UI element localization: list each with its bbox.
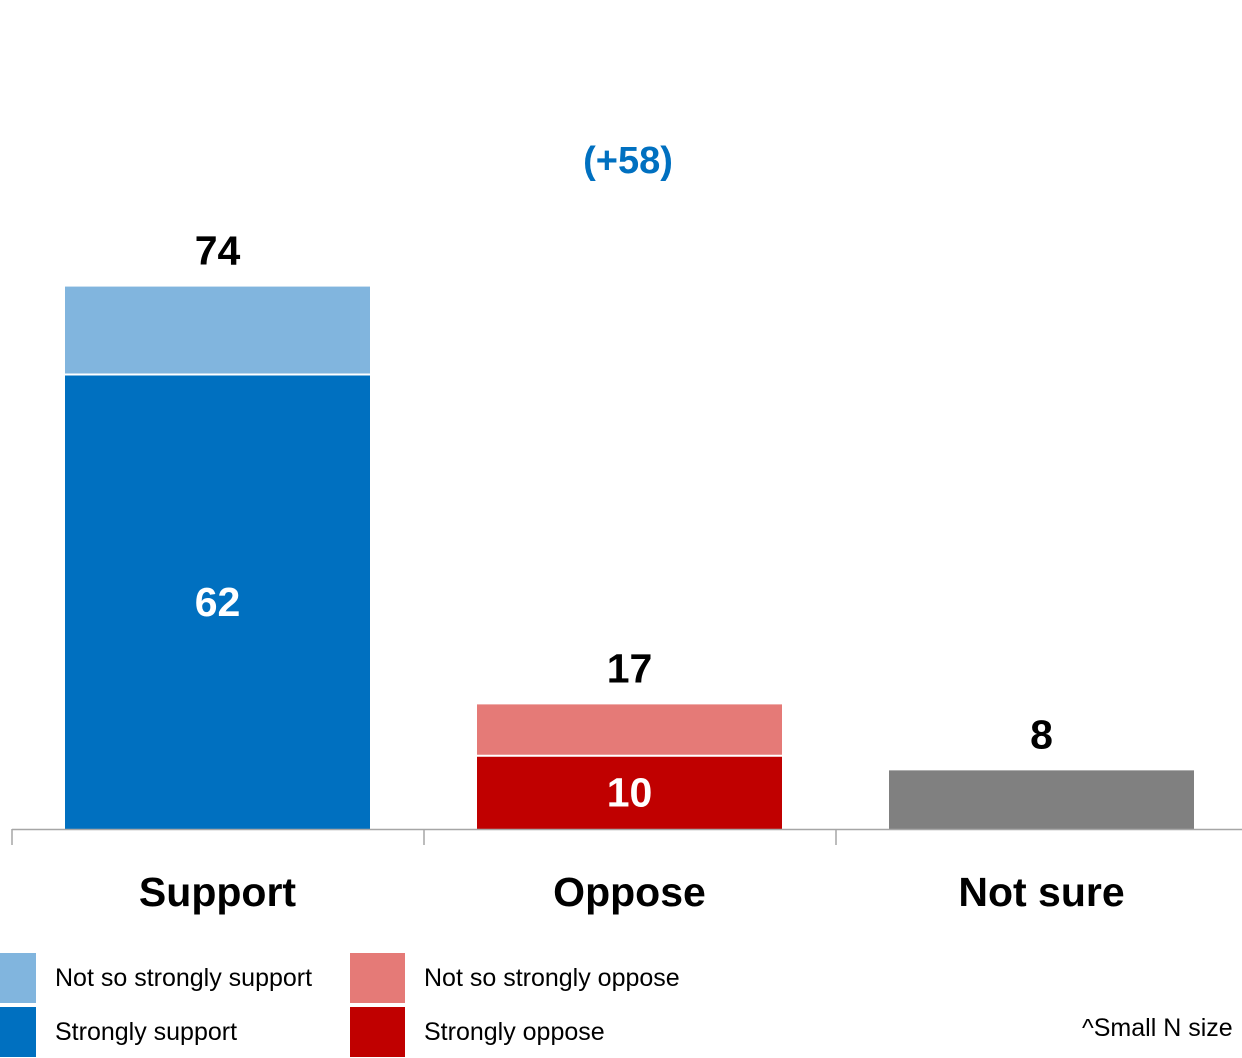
legend-item-not-so-strongly-support: Not so strongly support bbox=[0, 952, 312, 1004]
legend-swatch bbox=[350, 1007, 405, 1057]
net-label: (+58) bbox=[583, 140, 673, 182]
bar-not-so-strong-0 bbox=[65, 286, 370, 375]
bar-not-so-strong-1 bbox=[477, 704, 782, 756]
legend-label: Not so strongly support bbox=[55, 963, 313, 992]
legend-item-strongly-support: Strongly support bbox=[0, 1006, 237, 1058]
legend-label: Not so strongly oppose bbox=[424, 963, 680, 992]
bar-total-label-2: 8 bbox=[1030, 711, 1053, 757]
footnote: ^Small N size bbox=[1082, 1014, 1233, 1042]
legend-label: Strongly support bbox=[55, 1017, 238, 1046]
category-label-2: Not sure bbox=[958, 869, 1124, 915]
legend-item-not-so-strongly-oppose: Not so strongly oppose bbox=[350, 952, 680, 1004]
bar-total-label-1: 17 bbox=[607, 645, 653, 691]
bar-strong-0 bbox=[65, 374, 370, 829]
bar-strong-label-0: 62 bbox=[195, 579, 241, 625]
legend-item-strongly-oppose: Strongly oppose bbox=[350, 1006, 605, 1058]
legend-swatch bbox=[0, 1007, 36, 1057]
legend: Not so strongly support Strongly support… bbox=[0, 950, 1242, 1057]
bar-value-2 bbox=[889, 770, 1194, 829]
legend-swatch bbox=[0, 953, 36, 1003]
bar-strong-label-1: 10 bbox=[607, 769, 653, 815]
legend-swatch bbox=[350, 953, 405, 1003]
legend-label: Strongly oppose bbox=[424, 1017, 605, 1046]
category-label-1: Oppose bbox=[553, 869, 706, 915]
bar-chart: 62 74 Support 10 17 Oppose 8 Not sure (+58) bbox=[11, 140, 1242, 915]
bar-strong-1 bbox=[477, 755, 782, 829]
category-label-0: Support bbox=[139, 869, 296, 915]
bar-total-label-0: 74 bbox=[195, 228, 241, 274]
